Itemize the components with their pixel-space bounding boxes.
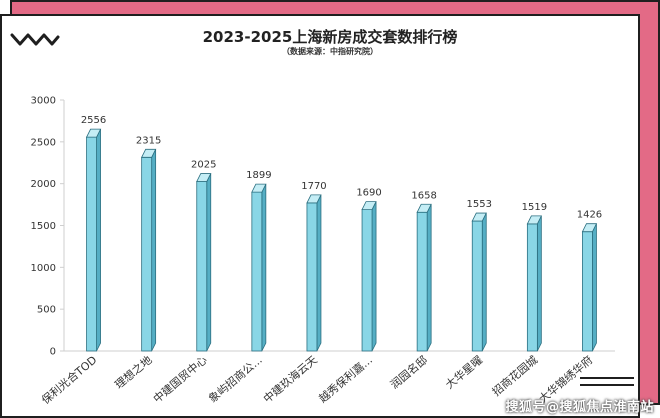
chart-title: 2023-2025上海新房成交套数排行榜 (202, 28, 458, 46)
squiggle-decoration-icon (10, 33, 60, 46)
bar-top (141, 148, 157, 158)
corner-lines-decoration-icon (580, 377, 634, 386)
bar-top (196, 173, 212, 182)
data-label: 2025 (191, 160, 216, 171)
bar-top (581, 223, 598, 233)
data-label: 1899 (246, 170, 271, 181)
chart-subtitle: （数据来源：中指研究院） (282, 47, 378, 56)
y-tick-label: 2000 (31, 179, 56, 190)
bar-side (481, 212, 487, 352)
bar-side (261, 183, 267, 352)
y-tick-label: 500 (37, 305, 56, 316)
data-label: 1553 (467, 199, 492, 210)
bar-side (371, 201, 377, 352)
bar (526, 223, 538, 352)
bar-side (206, 173, 212, 352)
bar (141, 156, 153, 352)
bar-side (96, 128, 101, 352)
x-tick-label: 保利光合TOD (38, 353, 99, 407)
bar-side (426, 204, 432, 352)
bar (251, 191, 263, 352)
bar-top (526, 215, 542, 225)
data-label: 1519 (522, 202, 547, 213)
x-tick-label: 中建玖海云天 (260, 353, 320, 406)
x-tick-label: 象屿招商公... (206, 353, 265, 406)
bar-side (536, 215, 542, 352)
x-tick-label: 润园名邸 (387, 353, 430, 392)
bar-side (316, 194, 322, 352)
bar-top (361, 201, 377, 211)
bar (306, 202, 318, 352)
bar-side (592, 223, 597, 352)
x-tick-label: 招商花园城 (489, 353, 540, 399)
y-tick-label: 3000 (31, 96, 56, 107)
bar (196, 181, 208, 352)
data-label: 2556 (81, 115, 106, 126)
bar-top (85, 128, 102, 138)
data-label: 2315 (136, 135, 161, 146)
data-label: 1658 (411, 190, 436, 201)
x-tick-label: 越秀保利嘉... (316, 353, 375, 406)
bar-top (471, 212, 487, 222)
y-tick-label: 0 (50, 347, 56, 358)
y-tick-label: 1500 (31, 221, 56, 232)
bar (582, 231, 593, 352)
bar-top (251, 183, 267, 193)
x-tick-label: 大华星曜 (442, 353, 485, 392)
data-label: 1426 (577, 210, 602, 221)
bar (471, 220, 483, 352)
bar-top (416, 203, 432, 213)
bar-top (306, 194, 322, 204)
bar (86, 136, 97, 352)
bar-side (151, 149, 157, 352)
watermark-text: 搜狐号@搜狐焦点淮南站 (505, 400, 654, 415)
bar (361, 209, 373, 352)
y-tick-label: 2500 (31, 137, 56, 148)
data-label: 1770 (301, 181, 326, 192)
y-tick-label: 1000 (31, 263, 56, 274)
data-label: 1690 (356, 188, 381, 199)
bar (416, 211, 428, 352)
x-tick-label: 理想之地 (112, 353, 155, 392)
x-tick-label: 中建国贸中心 (150, 353, 210, 406)
